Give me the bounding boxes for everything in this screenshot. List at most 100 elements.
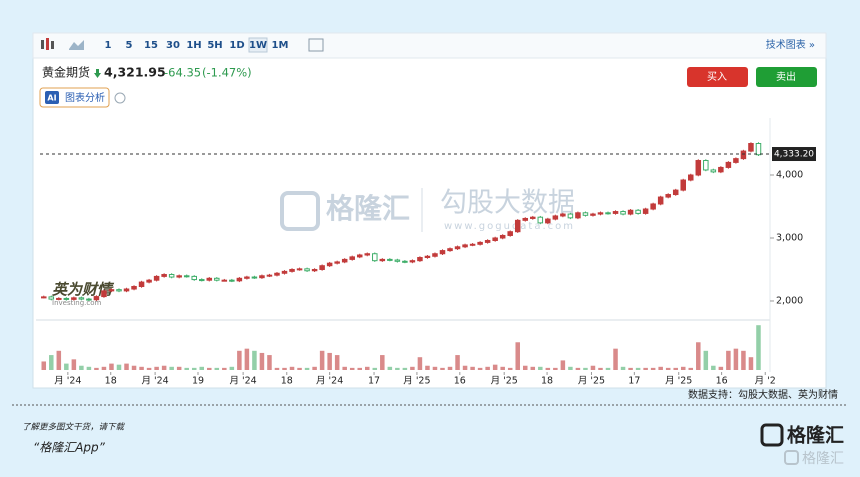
candle-body <box>672 189 679 196</box>
interval-button[interactable]: 1W <box>249 40 267 51</box>
candle-body <box>432 253 438 257</box>
volume-bar <box>748 357 754 370</box>
interval-button[interactable]: 1D <box>229 40 244 51</box>
volume-bar <box>507 367 513 370</box>
interval-button[interactable]: 5H <box>207 40 222 51</box>
buy-button[interactable] <box>687 67 748 87</box>
sell-button[interactable] <box>756 67 817 87</box>
volume-bar <box>259 352 265 370</box>
candle-body <box>469 243 476 246</box>
logo-watermark: 格隆汇 <box>802 451 844 467</box>
interval-button[interactable]: 30 <box>166 40 180 51</box>
instrument-name: 黄金期货 <box>42 65 90 80</box>
interval-button[interactable]: 1 <box>105 40 112 51</box>
candle-body <box>597 212 604 215</box>
volume-bar <box>342 366 347 370</box>
candle-body <box>402 260 408 263</box>
price: 4,321.95 <box>104 65 166 80</box>
candle-body <box>642 208 649 214</box>
x-tick-label: 18 <box>281 376 293 387</box>
volume-bar <box>545 367 551 370</box>
x-tick-label: 月 '24 <box>141 376 168 387</box>
candle-body <box>718 166 724 173</box>
volume-bar <box>673 367 678 370</box>
buy-label[interactable]: 买入 <box>707 71 727 83</box>
candle-body <box>349 256 355 260</box>
volume-bar <box>500 366 505 370</box>
candle-body <box>319 265 325 270</box>
x-tick-label: 月 '25 <box>578 376 605 387</box>
candle-body <box>439 250 446 255</box>
sell-label[interactable]: 卖出 <box>776 70 796 83</box>
interval-button[interactable]: 5 <box>126 40 133 51</box>
candle-body <box>657 196 664 205</box>
area-icon <box>69 40 84 50</box>
candle-body <box>582 212 589 216</box>
volume-bar <box>733 348 739 370</box>
volume-bar <box>282 367 287 370</box>
candle-body <box>123 288 130 292</box>
candle-body <box>153 275 160 281</box>
volume-bar <box>726 350 731 370</box>
volume-bar <box>711 365 716 370</box>
volume-bar <box>357 367 362 370</box>
candle-body <box>41 296 47 299</box>
analysis-label[interactable]: 图表分析 <box>65 91 105 104</box>
interval-button[interactable]: 1H <box>186 40 201 51</box>
chart-panel <box>32 32 827 389</box>
volume-bar <box>583 367 588 370</box>
volume-bar <box>756 325 761 370</box>
volume-bar <box>402 367 408 370</box>
volume-bar <box>492 364 498 370</box>
candle-body <box>326 262 333 267</box>
volume-bar <box>146 367 152 370</box>
info-icon[interactable] <box>114 92 126 104</box>
brand-logo-mark <box>280 191 320 231</box>
change-percent: (-1.47%) <box>202 66 252 80</box>
volume-bar <box>447 366 453 370</box>
x-tick-label: 月 '25 <box>665 376 692 387</box>
volume-bar <box>349 367 355 370</box>
interval-button[interactable]: 1M <box>272 40 289 51</box>
volume-bar <box>334 355 340 370</box>
technical-link[interactable]: 技术图表 » <box>766 38 815 51</box>
x-tick-label: 17 <box>628 376 640 387</box>
y-tick-label: 3,000 <box>776 232 803 243</box>
candle-body <box>101 290 107 298</box>
volume-bar <box>297 367 302 370</box>
volume-bar <box>274 367 280 370</box>
volume-bar <box>207 367 212 370</box>
candle-body <box>560 213 566 217</box>
candle-body <box>379 258 386 262</box>
candle-body <box>214 277 220 281</box>
candle-body <box>447 248 453 252</box>
volume-bar <box>380 355 385 370</box>
volume-bar <box>703 350 709 370</box>
candle-body <box>522 217 529 221</box>
volume-bar <box>191 367 197 370</box>
candle-body <box>680 179 687 191</box>
volume-bar <box>109 363 114 370</box>
x-tick-label: 月 '25 <box>491 376 518 387</box>
candle-body <box>296 268 303 271</box>
volume-bar <box>372 367 378 370</box>
candle-body <box>635 209 641 214</box>
volume-bar <box>432 366 438 370</box>
layout-icon <box>308 38 324 52</box>
candle-body <box>484 240 491 243</box>
candle-body <box>454 246 461 250</box>
candle-body <box>590 213 596 216</box>
volume-bar <box>86 366 92 370</box>
candle-body <box>221 279 228 282</box>
volume-bar <box>650 367 656 370</box>
volume-bar <box>477 367 483 370</box>
candle-body <box>665 194 671 198</box>
volume-bar <box>696 342 701 370</box>
candle-body <box>78 297 85 300</box>
volume-bar <box>267 355 272 370</box>
volume-bar <box>252 350 257 370</box>
interval-button[interactable]: 15 <box>144 40 158 51</box>
candle-body <box>356 254 363 258</box>
active-interval <box>248 37 268 53</box>
